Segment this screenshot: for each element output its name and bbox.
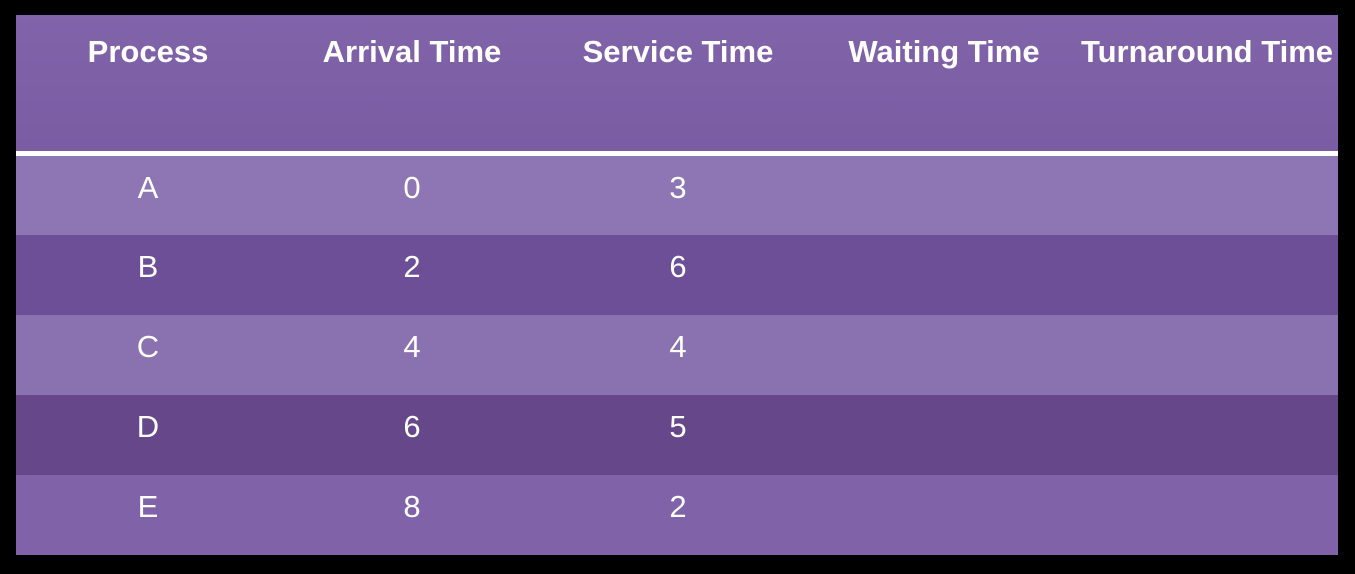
- table-header: Process Arrival Time Service Time Waitin…: [16, 15, 1338, 156]
- cell-service-time: 2: [669, 489, 687, 524]
- table-row: C 4 4: [16, 315, 1338, 395]
- cell-turnaround-time: [1076, 475, 1338, 555]
- header-service-time: Service Time: [582, 34, 774, 69]
- cell-waiting-time: [812, 235, 1076, 315]
- cell-waiting-time: [812, 156, 1076, 236]
- cell-turnaround-time: [1076, 156, 1338, 236]
- table-row: E 8 2: [16, 475, 1338, 555]
- process-table: Process Arrival Time Service Time Waitin…: [16, 15, 1338, 555]
- table-row: A 0 3: [16, 156, 1338, 235]
- cell-process: E: [137, 489, 159, 524]
- cell-arrival-time: 6: [403, 409, 421, 444]
- cell-service-time: 6: [669, 249, 687, 284]
- cell-turnaround-time: [1076, 235, 1338, 315]
- cell-turnaround-time: [1076, 315, 1338, 395]
- header-turnaround-time: Turnaround Time: [1080, 34, 1334, 69]
- header-waiting-time: Waiting Time: [848, 34, 1040, 69]
- cell-process: C: [136, 329, 160, 364]
- cell-arrival-time: 4: [403, 329, 421, 364]
- header-arrival-time: Arrival Time: [322, 34, 502, 69]
- cell-waiting-time: [812, 395, 1076, 475]
- cell-process: B: [137, 249, 159, 284]
- table-row: B 2 6: [16, 235, 1338, 315]
- cell-service-time: 5: [669, 409, 687, 444]
- table-row: D 6 5: [16, 395, 1338, 475]
- cell-service-time: 4: [669, 329, 687, 364]
- cell-waiting-time: [812, 475, 1076, 555]
- header-process: Process: [87, 34, 209, 69]
- cell-process: A: [137, 170, 159, 205]
- cell-process: D: [136, 409, 160, 444]
- cell-waiting-time: [812, 315, 1076, 395]
- cell-arrival-time: 8: [403, 489, 421, 524]
- cell-arrival-time: 0: [403, 170, 421, 205]
- cell-arrival-time: 2: [403, 249, 421, 284]
- cell-turnaround-time: [1076, 395, 1338, 475]
- cell-service-time: 3: [669, 170, 687, 205]
